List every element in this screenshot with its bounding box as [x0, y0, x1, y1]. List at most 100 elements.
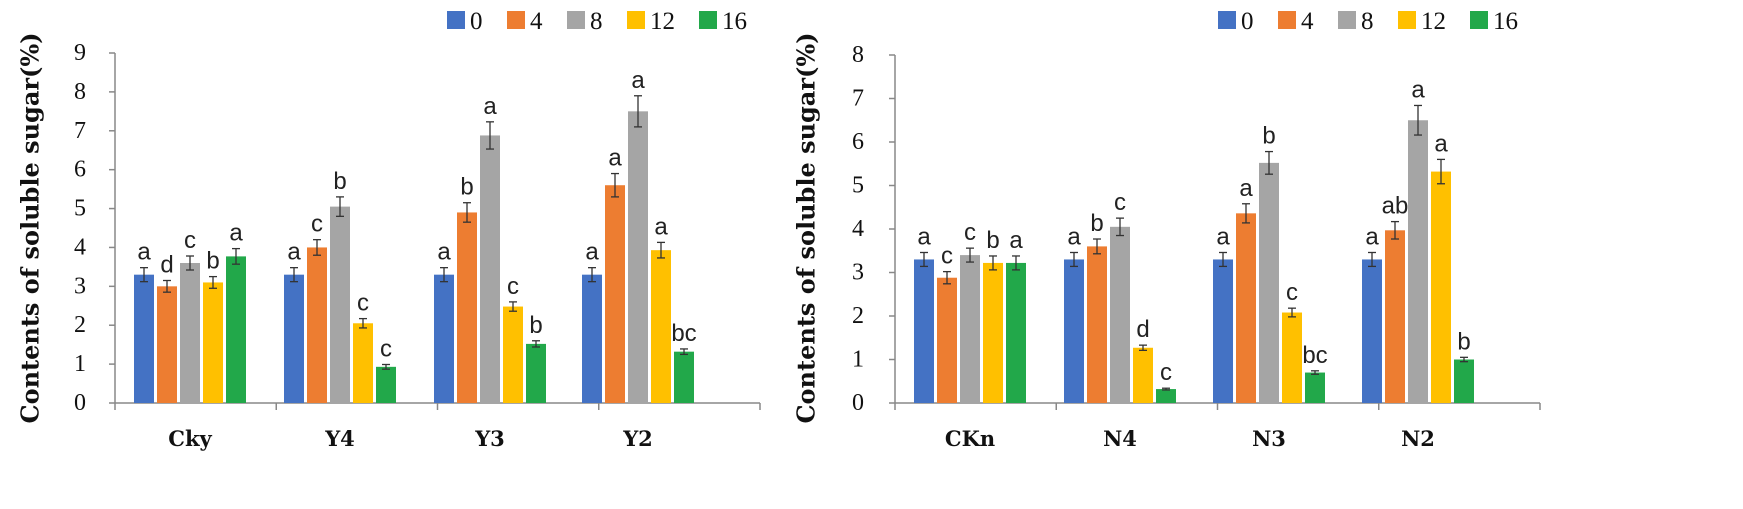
bar: [434, 274, 454, 403]
legend-swatch: [627, 11, 645, 29]
significance-label: d: [160, 252, 173, 279]
significance-label: b: [333, 168, 346, 195]
legend-item: 4: [1278, 8, 1314, 35]
category-label: Y2: [622, 426, 653, 451]
legend-label: 12: [650, 8, 675, 35]
y-tick-label: 0: [74, 390, 86, 416]
legend-item: 8: [567, 8, 603, 35]
bar: [1259, 162, 1279, 403]
significance-label: c: [184, 227, 196, 254]
legend-label: 8: [590, 8, 603, 35]
bar: [457, 212, 477, 403]
bar: [353, 323, 373, 403]
bar: [1408, 120, 1428, 403]
y-tick-label: 4: [852, 216, 864, 242]
bar: [1064, 259, 1084, 403]
legend-label: 16: [722, 8, 747, 35]
bar: [674, 351, 694, 403]
significance-label: a: [229, 220, 243, 247]
legend-swatch: [447, 11, 465, 29]
y-tick-label: 8: [74, 79, 86, 105]
significance-label: a: [137, 239, 151, 266]
significance-label: b: [460, 174, 473, 201]
bar: [1213, 259, 1233, 403]
y-tick-label: 5: [74, 196, 86, 222]
bar: [376, 366, 396, 403]
legend-label: 0: [1241, 8, 1254, 35]
y-tick-label: 3: [74, 273, 86, 299]
significance-label: bc: [1302, 342, 1327, 369]
bar: [1110, 226, 1130, 403]
significance-label: a: [1216, 223, 1230, 250]
legend-label: 12: [1421, 8, 1446, 35]
category-label: N2: [1401, 426, 1435, 451]
y-tick-label: 1: [74, 351, 86, 377]
significance-label: c: [941, 243, 953, 270]
significance-label: ab: [1382, 193, 1409, 220]
y-tick-label: 1: [852, 347, 864, 373]
bar: [1006, 262, 1026, 403]
legend-swatch: [1338, 11, 1356, 29]
legend-label: 4: [530, 8, 543, 35]
bar: [330, 206, 350, 403]
bar: [203, 282, 223, 403]
bar: [1454, 359, 1474, 403]
y-tick-label: 3: [852, 260, 864, 286]
significance-label: c: [357, 290, 369, 317]
significance-label: c: [380, 336, 392, 363]
bar: [134, 274, 154, 403]
bar: [1385, 230, 1405, 403]
bar: [605, 185, 625, 403]
significance-label: a: [437, 239, 451, 266]
legend-swatch: [1278, 11, 1296, 29]
bar: [983, 262, 1003, 403]
chart-left: Contents of soluble sugar(%) 0123456789Ck…: [16, 8, 761, 451]
significance-label: a: [585, 239, 599, 266]
significance-label: a: [1239, 175, 1253, 202]
significance-label: c: [1114, 189, 1126, 216]
y-tick-label: 6: [852, 129, 864, 155]
legend-item: 12: [627, 8, 675, 35]
category-label: Y4: [324, 426, 355, 451]
significance-label: b: [986, 227, 999, 254]
legend-item: 8: [1338, 8, 1374, 35]
bar: [1362, 259, 1382, 403]
y-axis-title: Contents of soluble sugar(%): [16, 32, 45, 423]
bar: [226, 256, 246, 403]
significance-label: c: [1286, 279, 1298, 306]
legend-label: 4: [1301, 8, 1314, 35]
y-tick-label: 6: [74, 157, 86, 183]
legend-item: 16: [1470, 8, 1518, 35]
y-tick-label: 0: [852, 390, 864, 416]
bar: [480, 135, 500, 403]
bar: [1156, 389, 1176, 403]
bar: [937, 277, 957, 403]
legend-swatch: [699, 11, 717, 29]
chart-right: Contents of soluble sugar(%) 012345678CKn…: [792, 8, 1541, 451]
significance-label: d: [1136, 316, 1149, 343]
y-tick-label: 5: [852, 173, 864, 199]
significance-label: a: [483, 93, 497, 120]
bar: [1305, 372, 1325, 403]
significance-label: a: [917, 223, 931, 250]
legend-item: 0: [1218, 8, 1254, 35]
legend-swatch: [507, 11, 525, 29]
legend-swatch: [1218, 11, 1236, 29]
legend-item: 4: [507, 8, 543, 35]
y-axis-title: Contents of soluble sugar(%): [792, 32, 821, 423]
significance-label: c: [311, 211, 323, 238]
legend-label: 8: [1361, 8, 1374, 35]
significance-label: a: [1009, 227, 1023, 254]
bar: [628, 111, 648, 403]
significance-label: b: [206, 248, 219, 275]
legend-swatch: [1398, 11, 1416, 29]
legend-item: 0: [447, 8, 483, 35]
bar: [1133, 347, 1153, 403]
bar: [503, 306, 523, 403]
category-label: Y3: [474, 426, 505, 451]
bar: [1236, 213, 1256, 403]
significance-label: c: [507, 273, 519, 300]
significance-label: a: [1067, 223, 1081, 250]
bar: [651, 250, 671, 403]
category-label: N3: [1252, 426, 1286, 451]
